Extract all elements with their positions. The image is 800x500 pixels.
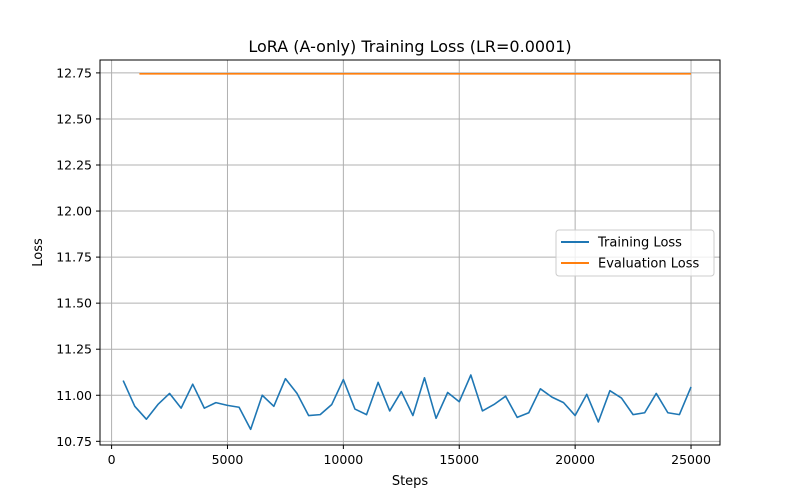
y-tick-label: 10.75 [56, 434, 92, 449]
series-line-training-loss [122, 374, 692, 431]
x-tick-label: 20000 [555, 452, 595, 467]
x-tick-label: 5000 [212, 452, 244, 467]
y-tick-label: 12.25 [56, 158, 92, 173]
y-tick-label: 11.25 [56, 342, 92, 357]
legend: Training Loss Evaluation Loss [555, 229, 715, 277]
legend-box [555, 229, 715, 277]
plot-frame [99, 59, 721, 446]
y-axis-title: Loss [31, 238, 46, 267]
x-axis-title: Steps [392, 474, 429, 489]
y-tick-label: 12.75 [56, 65, 92, 80]
x-tick-label: 15000 [439, 452, 479, 467]
x-tick-label: 0 [108, 452, 116, 467]
ticks: 0 5000 10000 15000 20000 25000 10.75 11.00 11.25… [56, 65, 711, 467]
y-tick-label: 11.50 [56, 296, 92, 311]
series-layer [122, 73, 692, 431]
legend-label-training-loss: Training Loss [597, 236, 682, 251]
y-tick-label: 11.00 [56, 388, 92, 403]
legend-label-evaluation-loss: Evaluation Loss [598, 257, 699, 272]
y-tick-label: 12.50 [56, 111, 92, 126]
chart-title: LoRA (A-only) Training Loss (LR=0.0001) [248, 37, 571, 56]
y-tick-label: 12.00 [56, 204, 92, 219]
x-tick-label: 25000 [671, 452, 711, 467]
y-tick-label: 11.75 [56, 250, 92, 265]
x-tick-label: 10000 [323, 452, 363, 467]
